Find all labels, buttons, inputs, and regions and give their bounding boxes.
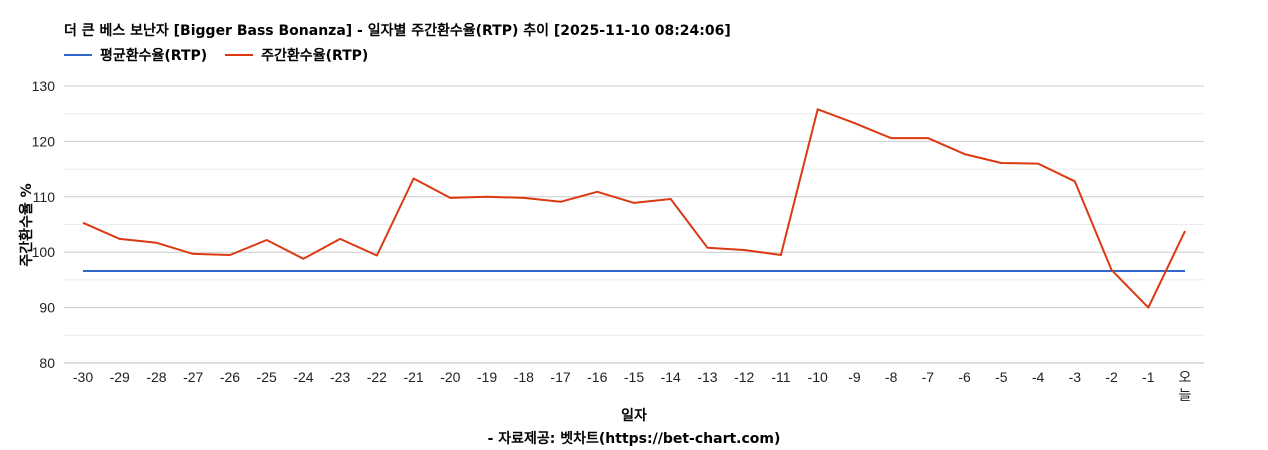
x-tick-label: -14	[661, 369, 681, 385]
x-tick-label: -27	[183, 369, 203, 385]
x-tick-label: 오	[1179, 369, 1192, 385]
chart-title: 더 큰 베스 보난자 [Bigger Bass Bonanza] - 일자별 주…	[64, 23, 731, 39]
weekly-rtp-line[interactable]	[82, 108, 1186, 309]
x-tick-label: -20	[440, 369, 460, 385]
x-tick-label: -2	[1105, 369, 1118, 385]
x-tick-label: -1	[1142, 369, 1155, 385]
legend: 평균환수율(RTP) 주간환수율(RTP)	[64, 45, 368, 65]
x-tick-label: -5	[995, 369, 1008, 385]
x-tick-label: -9	[848, 369, 861, 385]
x-tick-label: -29	[110, 369, 130, 385]
x-tick-label: -11	[771, 369, 790, 385]
y-tick-label: 120	[32, 133, 56, 149]
x-tick-label: -6	[958, 369, 971, 385]
x-tick-label: -8	[885, 369, 898, 385]
x-tick-label: -18	[514, 369, 534, 385]
x-tick-label: -12	[734, 369, 754, 385]
x-tick-label: -17	[550, 369, 570, 385]
legend-label: 주간환수율(RTP)	[261, 48, 369, 64]
x-tick-label: -24	[293, 369, 313, 385]
source-credit: - 자료제공: 벳차트(https://bet-chart.com)	[487, 431, 781, 447]
x-tick-label: -16	[587, 369, 607, 385]
y-tick-label: 130	[32, 78, 56, 94]
x-axis-label: 일자	[621, 408, 647, 424]
x-tick-label: -25	[257, 369, 277, 385]
legend-item-weekly-rtp[interactable]: 주간환수율(RTP)	[225, 45, 368, 65]
legend-label: 평균환수율(RTP)	[100, 48, 208, 64]
x-tick-label: -30	[73, 369, 93, 385]
legend-item-average-rtp[interactable]: 평균환수율(RTP)	[64, 45, 207, 65]
legend-swatch-red	[225, 54, 254, 56]
legend-swatch-blue	[64, 54, 92, 56]
y-tick-label: 100	[32, 244, 56, 260]
x-tick-label: -19	[477, 369, 497, 385]
x-tick-label: -26	[220, 369, 240, 385]
y-tick-label: 110	[33, 189, 56, 205]
x-tick-label: -13	[697, 369, 717, 385]
x-tick-label: -10	[808, 369, 828, 385]
x-tick-label: -15	[624, 369, 644, 385]
x-tick-label: -28	[146, 369, 166, 385]
x-tick-label: -21	[403, 369, 423, 385]
x-tick-label: -23	[330, 369, 350, 385]
x-tick-label: 늘	[1179, 387, 1192, 403]
x-tick-label: -7	[922, 369, 935, 385]
x-tick-label: -22	[367, 369, 387, 385]
x-tick-label: -3	[1069, 369, 1082, 385]
y-tick-label: 80	[39, 355, 55, 371]
x-tick-label: -4	[1032, 369, 1045, 385]
y-tick-label: 90	[39, 300, 55, 316]
